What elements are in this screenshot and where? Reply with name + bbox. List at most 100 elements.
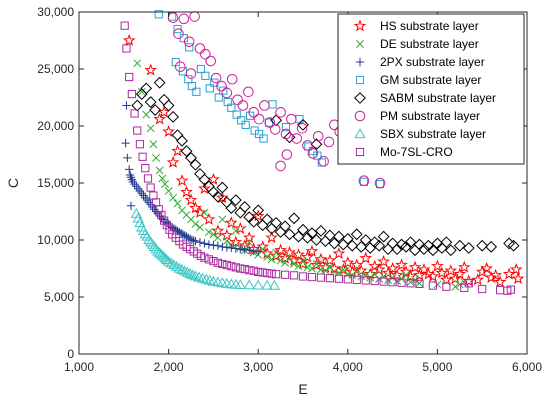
data-point — [310, 138, 323, 151]
data-point — [242, 231, 256, 244]
data-point — [171, 129, 184, 142]
data-point — [379, 277, 388, 286]
data-point — [249, 246, 258, 256]
data-point — [411, 275, 419, 284]
data-point — [194, 43, 206, 54]
data-point — [191, 236, 200, 246]
data-point — [211, 224, 225, 237]
data-point — [157, 105, 171, 118]
data-point — [193, 206, 207, 218]
data-point — [194, 167, 206, 180]
data-point — [218, 259, 227, 269]
data-point — [195, 238, 205, 247]
data-point — [261, 213, 274, 226]
legend-label: HS substrate layer — [380, 19, 479, 33]
data-point — [240, 264, 249, 274]
data-point — [200, 239, 209, 248]
series-5 — [131, 76, 520, 257]
data-point — [343, 270, 352, 279]
data-point — [337, 263, 350, 275]
legend-marker — [354, 128, 366, 139]
data-point — [232, 94, 243, 106]
data-point — [267, 269, 276, 278]
data-point — [295, 115, 304, 124]
data-point — [140, 82, 153, 95]
data-point — [451, 282, 460, 291]
data-point — [165, 225, 174, 234]
data-point — [391, 243, 403, 256]
data-point — [484, 271, 498, 283]
data-point — [292, 248, 305, 261]
legend-marker — [355, 57, 365, 67]
data-point — [184, 233, 193, 242]
data-point — [319, 235, 332, 248]
legend-label: 2PX substrate layer — [380, 55, 485, 69]
data-point — [332, 230, 345, 243]
data-point — [308, 146, 317, 156]
data-point — [218, 242, 227, 252]
x-tick-label: 5,000 — [422, 360, 452, 374]
data-point — [175, 174, 189, 187]
data-point — [232, 110, 241, 119]
data-point — [200, 48, 211, 60]
data-point — [350, 258, 364, 271]
data-point — [259, 134, 268, 143]
data-point — [189, 201, 202, 214]
data-point — [142, 110, 151, 119]
data-point — [413, 268, 426, 281]
data-point — [323, 253, 337, 266]
data-point — [372, 263, 386, 275]
data-point — [312, 130, 324, 142]
y-axis-title: C — [5, 178, 21, 188]
data-point — [440, 273, 453, 286]
data-point — [198, 182, 211, 195]
data-point — [278, 251, 292, 264]
data-point — [507, 239, 520, 252]
data-point — [216, 80, 227, 92]
data-point — [323, 136, 335, 148]
data-point — [216, 181, 229, 194]
y-tick-label: 5,000 — [44, 290, 74, 304]
data-point — [428, 281, 438, 290]
data-point — [243, 86, 254, 98]
data-point — [297, 118, 309, 131]
data-point — [299, 257, 307, 266]
data-point — [153, 76, 166, 89]
x-axis-title: E — [298, 381, 307, 397]
data-point — [268, 279, 280, 290]
data-point — [227, 262, 236, 271]
data-point — [390, 268, 404, 281]
data-point — [205, 84, 214, 93]
data-point — [460, 283, 469, 292]
data-point — [137, 189, 146, 198]
data-point — [319, 260, 332, 273]
data-point — [187, 82, 196, 91]
data-point — [312, 259, 321, 268]
data-point — [245, 246, 254, 255]
data-point — [166, 155, 180, 168]
data-point — [444, 244, 457, 257]
data-point — [185, 152, 197, 164]
data-point — [408, 260, 422, 273]
data-point — [135, 186, 145, 196]
data-point — [165, 257, 177, 268]
data-point — [263, 268, 272, 278]
data-point — [399, 265, 413, 278]
data-point — [237, 116, 246, 125]
data-point — [281, 123, 291, 132]
data-point — [453, 267, 467, 280]
legend-label: DE substrate layer — [380, 37, 479, 51]
y-tick-label: 15,000 — [37, 176, 74, 190]
data-point — [211, 190, 224, 203]
data-point — [496, 286, 505, 295]
data-point — [162, 125, 175, 138]
data-point — [125, 170, 135, 180]
data-point — [192, 87, 201, 96]
data-point — [130, 109, 139, 118]
data-point — [310, 234, 323, 246]
data-point — [252, 204, 265, 217]
data-point — [238, 201, 251, 213]
data-point — [298, 272, 308, 281]
data-point — [231, 263, 240, 272]
data-point — [355, 240, 368, 253]
